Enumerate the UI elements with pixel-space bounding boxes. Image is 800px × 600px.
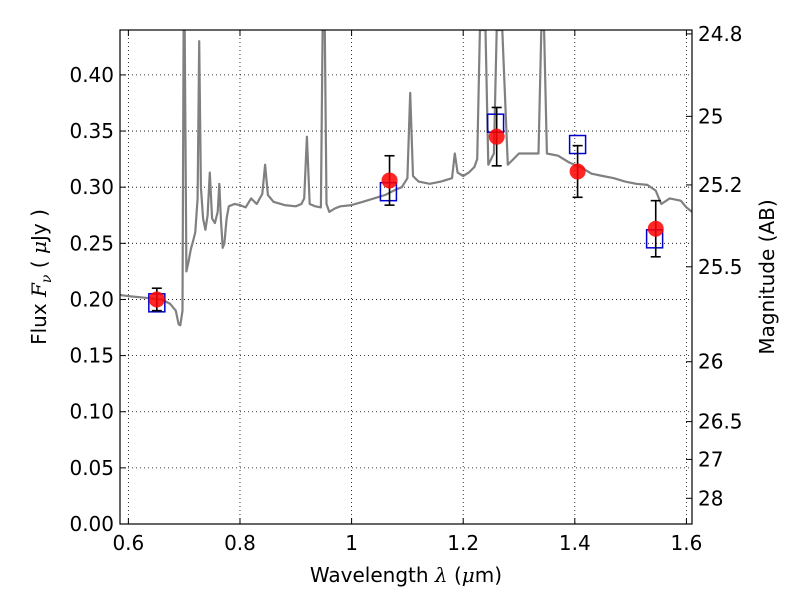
y-tick-label: 0.35 <box>69 119 114 143</box>
data-layer <box>120 30 692 327</box>
y-tick-label: 0.10 <box>69 400 114 424</box>
y2-tick-label: 27 <box>698 447 723 471</box>
x-tick-label: 1 <box>345 531 358 555</box>
y2-tick-label: 25.5 <box>698 255 743 279</box>
plot-frame <box>119 29 693 525</box>
x-tick-label: 0.6 <box>112 531 144 555</box>
y-tick-label: 0.30 <box>69 175 114 199</box>
ticks: 0.6 0.8 1 1.2 1.4 1.6 0.00 0.05 0.10 0.15 0.20 0.25… <box>69 22 742 555</box>
y2-tick-label: 24.8 <box>698 22 743 46</box>
y-tick-label: 0.25 <box>69 231 114 255</box>
measured-point <box>569 163 586 180</box>
x-tick-label: 1.2 <box>447 531 479 555</box>
y2-axis-label: Magnitude (AB) <box>755 199 779 354</box>
y2-tick-label: 25 <box>698 104 723 128</box>
y-tick-label: 0.00 <box>69 512 114 536</box>
grid <box>120 30 692 525</box>
x-axis-label: Wavelength λ (μm) <box>310 563 502 587</box>
spectrum-line <box>120 30 692 327</box>
measured-point <box>488 128 505 145</box>
y-tick-label: 0.40 <box>69 63 114 87</box>
x-tick-label: 1.6 <box>671 531 703 555</box>
y-tick-label: 0.05 <box>69 456 114 480</box>
y-tick-label: 0.20 <box>69 287 114 311</box>
y2-tick-label: 26 <box>698 350 723 374</box>
measured-point <box>647 220 664 237</box>
measured-point <box>381 172 398 189</box>
y-axis-label: Flux Fν ( μJy ) <box>27 209 55 345</box>
y2-tick-label: 25.2 <box>698 173 743 197</box>
x-tick-label: 1.4 <box>559 531 591 555</box>
y2-tick-label: 28 <box>698 486 723 510</box>
measured-point <box>148 291 165 308</box>
y2-tick-label: 26.5 <box>698 410 743 434</box>
x-tick-label: 0.8 <box>224 531 256 555</box>
y-tick-label: 0.15 <box>69 344 114 368</box>
